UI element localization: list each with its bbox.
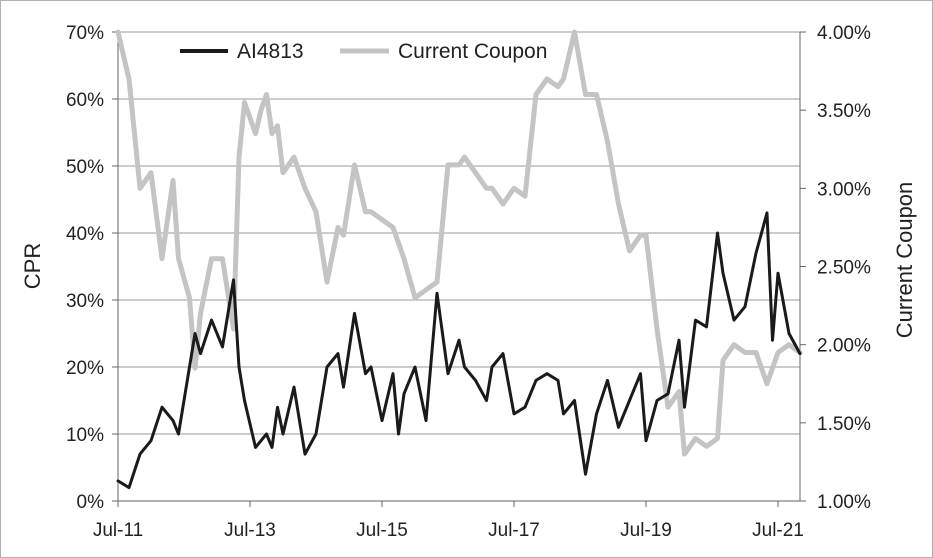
right-tick-label: 2.00% <box>817 336 871 357</box>
right-tick-label: 3.50% <box>817 101 871 122</box>
right-tick-label: 1.00% <box>817 492 871 513</box>
legend-label-ai4813: AI4813 <box>237 40 304 63</box>
gridlines <box>118 31 800 435</box>
x-tick-label: Jul-17 <box>488 520 540 541</box>
right-tick-label: 1.50% <box>817 414 871 435</box>
right-tick-label: 4.00% <box>817 23 871 44</box>
x-tick-label: Jul-19 <box>620 520 672 541</box>
series-line-current-coupon <box>115 29 803 457</box>
x-tick-label: Jul-21 <box>752 520 804 541</box>
x-tick-label: Jul-13 <box>224 520 276 541</box>
legend-label-current-coupon: Current Coupon <box>398 40 547 63</box>
left-tick-label: 70% <box>66 23 104 44</box>
x-tick-label: Jul-11 <box>93 520 143 541</box>
series-lines <box>115 29 803 490</box>
right-tick-label: 3.00% <box>817 179 871 200</box>
x-tick-label: Jul-15 <box>356 520 408 541</box>
right-y-axis-title: Current Coupon <box>892 182 917 339</box>
left-tick-label: 30% <box>66 291 104 312</box>
left-tick-label: 50% <box>66 157 104 178</box>
right-y-axis-ticks: 1.00% 1.50% 2.00% 2.50% 3.00% 3.50% 4.00% <box>800 23 871 513</box>
left-tick-label: 60% <box>66 90 104 111</box>
left-tick-label: 20% <box>66 358 104 379</box>
left-tick-label: 0% <box>77 492 105 513</box>
left-tick-label: 40% <box>66 224 104 245</box>
axes <box>117 32 801 502</box>
left-y-axis-ticks: 0% 10% 20% 30% 40% 50% 60% 70% <box>66 23 118 513</box>
left-tick-label: 10% <box>66 425 104 446</box>
legend: AI4813 Current Coupon <box>180 40 547 63</box>
x-axis-ticks: Jul-11 Jul-13 Jul-15 Jul-17 Jul-19 Jul-21 <box>93 501 804 541</box>
series-line-ai4813 <box>116 211 802 490</box>
right-tick-label: 2.50% <box>817 258 871 279</box>
left-y-axis-title: CPR <box>20 243 45 289</box>
